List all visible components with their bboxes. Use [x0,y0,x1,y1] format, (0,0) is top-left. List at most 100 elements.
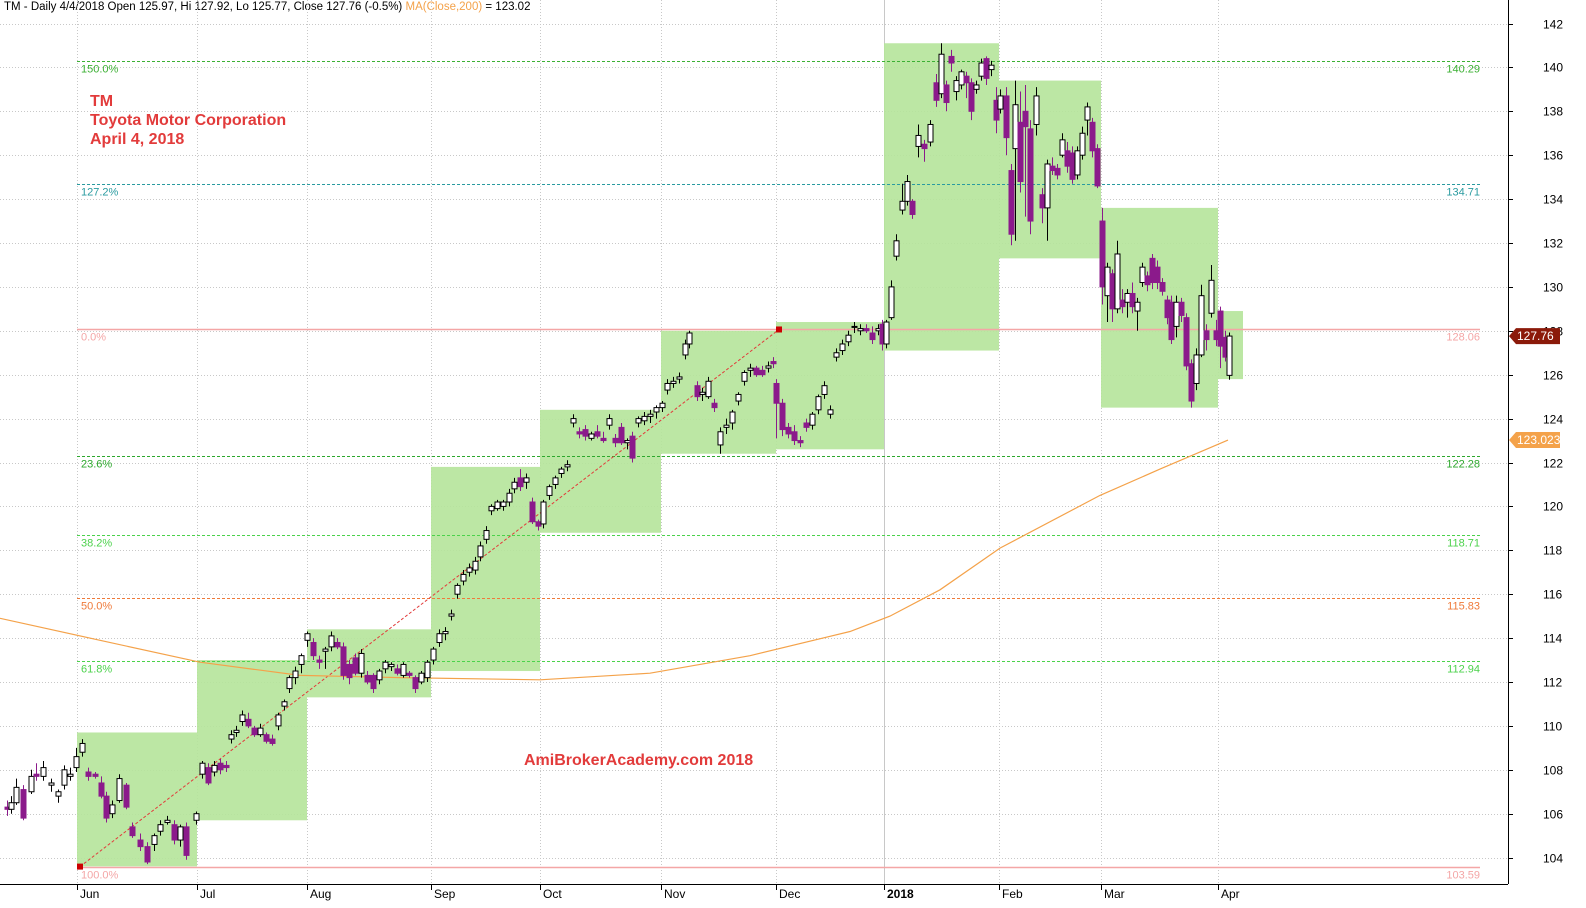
y-tick-label: 108 [1543,764,1563,778]
candle-body [773,382,780,404]
candle-body [845,334,852,343]
watermark-text: AmiBrokerAcademy.com 2018 [524,752,754,769]
last-price-badge-text: 127.76 [1517,329,1554,343]
candle-body [729,411,736,424]
candle-body [269,738,276,744]
candle-body [394,668,401,674]
candle-body [340,646,347,676]
candle-body [564,464,571,468]
x-tick-label: Feb [1002,887,1023,901]
candle-body [670,380,677,384]
candle-body [228,734,235,740]
fib-level-value: 112.94 [1447,664,1480,676]
candle-body [281,701,288,707]
candle-body [938,53,945,95]
candle-body [164,819,171,823]
y-tick-label: 110 [1543,720,1562,734]
candle-body [682,343,689,356]
candle-body [436,633,443,643]
candle-body [477,545,484,558]
candle-body [1114,253,1121,310]
candle-body [711,402,718,409]
candle-body [915,134,922,147]
candle-body [20,789,27,819]
candle-body [286,677,293,690]
candle-body [304,633,311,641]
candle-body [765,365,772,369]
candle-body [448,613,455,617]
candle-body [1033,95,1040,125]
candle-body [1198,295,1205,356]
candle-body [612,437,619,444]
candle-body [418,672,425,683]
x-tick-label: Aug [310,887,331,901]
x-tick-label: Jul [200,887,215,901]
candle-body [460,573,467,582]
fib-level-value: 118.71 [1447,538,1480,550]
y-tick-label: 120 [1543,500,1563,514]
monthly-range-box [776,322,884,450]
y-tick-label: 126 [1543,369,1563,383]
candle-body [821,385,828,395]
candle-body [109,804,116,815]
candle-body [1069,152,1076,180]
x-tick-label: Nov [664,887,685,901]
candle-body [1099,220,1106,288]
candle-body [1104,266,1111,297]
candle-body [779,402,786,431]
candle-body [904,181,911,202]
annotation-company: Toyota Motor Corporation [90,112,287,129]
candle-body [454,584,461,595]
candle-body [55,791,62,797]
fib-level-label: 100.0% [81,870,119,882]
candle-body [523,477,530,483]
y-tick-label: 122 [1543,457,1563,471]
candle-body [1203,330,1210,341]
candle-body [857,328,864,332]
candle-body [33,773,40,777]
candle-body [1044,163,1051,209]
monthly-range-box [540,409,661,533]
candle-body [346,663,353,679]
candle-body [909,200,916,215]
candle-body [1149,257,1156,284]
candle-body [205,767,212,784]
candle-body [978,62,985,77]
y-tick-label: 114 [1543,632,1562,646]
y-tick-label: 142 [1543,18,1563,32]
fib-level-value: 140.29 [1446,64,1480,76]
candle-body [144,846,151,863]
candle-body [606,418,613,426]
candle-body [997,95,1004,110]
candle-body [183,826,190,856]
candle-body [157,824,164,832]
candle-body [334,641,341,648]
candle-body [594,431,601,437]
candle-body [1027,128,1034,222]
candle-body [624,440,631,444]
candle-body [257,727,264,736]
candle-body [494,501,501,510]
candle-body [73,756,80,769]
candle-body [1134,301,1141,312]
candle-body [659,402,666,409]
candle-body [511,481,518,490]
candle-body [388,663,395,668]
x-tick-label: Mar [1104,887,1125,901]
x-tick-label: Apr [1221,887,1240,901]
candle-body [67,773,74,777]
candle-body [310,641,317,657]
candle-body [588,433,595,439]
candle-body [759,369,766,376]
candle-body [412,677,419,690]
candle-body [151,835,158,845]
monthly-range-box [77,732,197,867]
fib-level-value: 115.83 [1447,601,1480,613]
candle-body [809,413,816,426]
candle-body [1094,148,1101,187]
candle-body [803,422,810,428]
candle-body [705,380,712,398]
candle-body [1154,266,1161,284]
candle-body [103,795,110,819]
